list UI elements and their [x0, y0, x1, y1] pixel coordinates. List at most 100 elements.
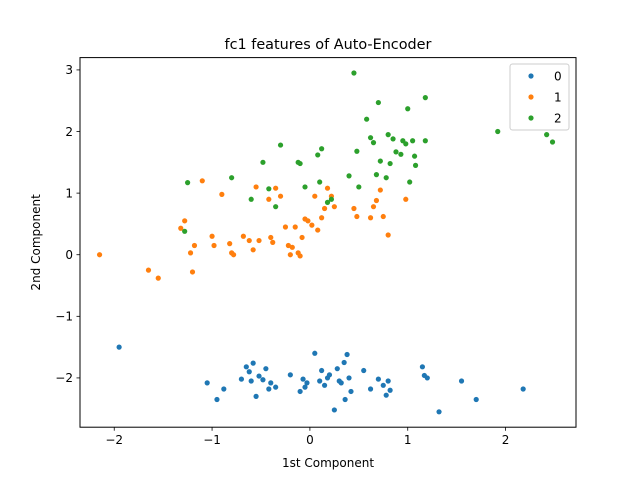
scatter-point [424, 375, 430, 381]
series-1 [96, 178, 409, 281]
scatter-point [221, 386, 227, 392]
scatter-point [495, 128, 501, 135]
scatter-point [305, 218, 311, 224]
y-tick-label: 0 [65, 248, 73, 262]
scatter-point [324, 185, 331, 191]
scatter-point [282, 224, 289, 230]
scatter-point [268, 380, 274, 386]
scatter-point [346, 375, 352, 381]
scatter-point [315, 152, 321, 158]
legend-marker [528, 94, 534, 100]
scatter-point [246, 369, 252, 375]
scatter-point [473, 396, 479, 403]
scatter-point [411, 153, 418, 159]
scatter-point [436, 409, 442, 415]
scatter-point [145, 267, 152, 273]
scatter-point [387, 387, 393, 393]
scatter-point [375, 99, 381, 106]
y-tick-label: 3 [65, 63, 73, 77]
y-axis-label: 2nd Component [29, 194, 43, 291]
chart-title: fc1 features of Auto-Encoder [225, 37, 432, 53]
scatter-point [302, 184, 308, 190]
x-tick-label: 2 [502, 433, 510, 447]
scatter-point [300, 376, 306, 382]
scatter-point [351, 70, 357, 76]
scatter-point [393, 149, 399, 155]
scatter-point [321, 205, 328, 212]
scatter-point [422, 95, 428, 101]
scatter-point [319, 146, 325, 152]
scatter-point [214, 396, 220, 403]
x-axis-label: 1st Component [282, 456, 374, 470]
legend-marker [528, 115, 534, 121]
scatter-point [297, 160, 303, 167]
x-tick-label: −2 [105, 433, 123, 447]
scatter-point [189, 269, 196, 275]
scatter-point [299, 234, 305, 241]
legend-box [509, 63, 570, 131]
scatter-point [331, 204, 337, 210]
series-0 [116, 344, 526, 415]
scatter-point [341, 359, 347, 366]
scatter-point [277, 142, 284, 148]
scatter-point [287, 372, 293, 378]
scatter-point [549, 139, 556, 145]
scatter-point [370, 140, 377, 146]
legend-label: 1 [554, 90, 562, 104]
scatter-point [319, 215, 325, 221]
scatter-point [385, 378, 391, 384]
scatter-point [390, 136, 396, 142]
scatter-point [297, 388, 303, 395]
x-tick-label: 1 [404, 433, 412, 447]
scatter-point [317, 378, 323, 384]
scatter-point [419, 364, 426, 370]
scatter-point [377, 158, 383, 164]
scatter-point [266, 386, 272, 392]
series-2 [182, 70, 556, 234]
scatter-point [373, 197, 380, 204]
x-tick-label: 0 [306, 433, 314, 447]
scatter-point [328, 196, 335, 202]
scatter-point [250, 360, 256, 366]
scatter-point [199, 178, 205, 184]
legend-label: 0 [554, 69, 562, 83]
scatter-point [116, 344, 122, 350]
scatter-point [209, 233, 215, 239]
scatter-point [273, 185, 279, 191]
scatter-point [398, 151, 404, 157]
scatter-point [348, 388, 354, 395]
scatter-point [410, 138, 416, 144]
scatter-point [256, 373, 262, 379]
scatter-point [367, 386, 374, 392]
scatter-point [273, 384, 279, 390]
scatter-point [405, 106, 411, 112]
scatter-point [248, 196, 254, 202]
scatter-point [263, 366, 269, 372]
scatter-point [367, 215, 374, 221]
scatter-point [326, 372, 333, 378]
scatter-point [230, 252, 237, 258]
scatter-point [458, 378, 465, 384]
scatter-point [373, 172, 380, 178]
scatter-point [364, 116, 370, 122]
scatter-point [422, 138, 428, 144]
scatter-point [403, 196, 409, 202]
scatter-point [544, 132, 550, 138]
x-tick-label: −1 [203, 433, 221, 447]
scatter-point [289, 244, 295, 250]
scatter-point [277, 193, 284, 199]
scatter-point [351, 205, 357, 212]
y-tick-label: 2 [65, 125, 73, 139]
y-tick-label: 1 [65, 186, 73, 200]
scatter-point [377, 187, 383, 193]
scatter-point [385, 232, 391, 238]
scatter-point [155, 275, 161, 281]
scatter-point [375, 376, 381, 382]
scatter-point [302, 384, 308, 390]
scatter-point [361, 367, 367, 374]
scatter-point [297, 253, 303, 259]
scatter-point [346, 173, 352, 179]
scatter-point [385, 132, 391, 138]
scatter-point [334, 366, 340, 372]
